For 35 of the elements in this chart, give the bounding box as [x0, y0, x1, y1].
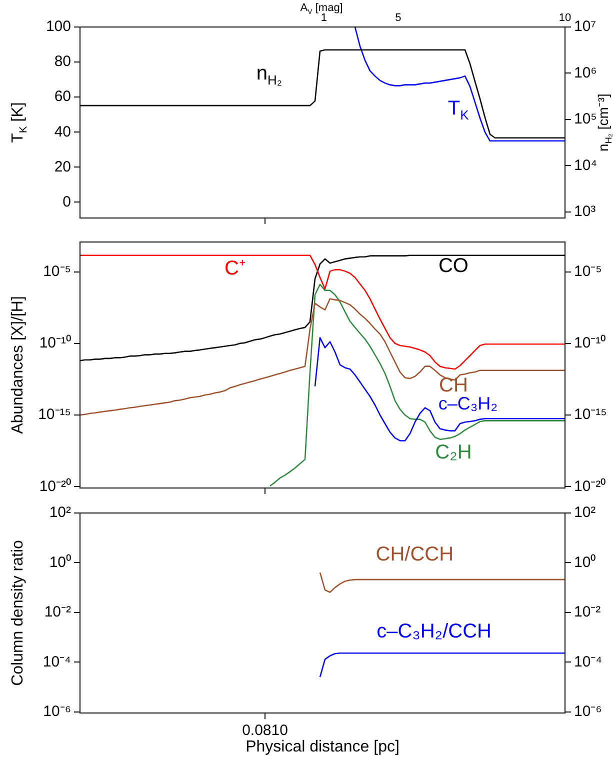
x-axis-title: Physical distance [pc] — [246, 738, 400, 756]
y-tick-label: 10² — [574, 504, 596, 522]
y2-tick-label: 10⁶ — [574, 64, 597, 82]
y-tick-label: 10⁻² — [574, 604, 601, 621]
series-label: C⁺ — [224, 258, 246, 280]
series-label: CO — [438, 255, 468, 278]
y2-axis-title: nH₂ [cm⁻³] — [594, 94, 614, 152]
y-tick-label: 10⁰ — [574, 554, 596, 571]
y2-tick-label: 10⁷ — [574, 18, 596, 36]
y2-tick-label: 10⁵ — [574, 110, 597, 128]
y-tick-label: 80 — [54, 53, 71, 70]
series-label: c–C₃H₂/CCH — [376, 620, 492, 643]
y-tick-label: 20 — [54, 158, 71, 176]
y-tick-label: 10⁻²⁰ — [39, 478, 71, 495]
y-tick-label: 10⁻¹⁵ — [38, 406, 71, 424]
y-tick-label: 100 — [46, 18, 71, 36]
y-tick-label: 40 — [54, 123, 71, 140]
y-tick-label: 10⁻¹⁰ — [39, 334, 71, 352]
y-tick-label: 10⁻⁵ — [43, 262, 71, 280]
y-axis-title: Column density ratio — [9, 540, 26, 686]
text: 10 — [558, 12, 572, 24]
y-tick-label: 10⁻⁶ — [574, 703, 602, 720]
series-label: CH/CCH — [376, 544, 454, 566]
y-tick-label: 0 — [62, 193, 71, 210]
x-tick-label: 0.0810 — [242, 722, 288, 740]
y-axis-title: TK [K] — [9, 102, 30, 143]
y2-tick-label: 10⁴ — [574, 156, 598, 174]
y-tick-label: 60 — [54, 88, 71, 106]
y-axis-title: Abundances [X]/[H] — [9, 296, 26, 434]
text: 5 — [395, 12, 402, 24]
y-tick-label: 10⁻⁴ — [574, 653, 602, 670]
text: 1 — [320, 12, 328, 24]
y2-tick-label: 10³ — [574, 203, 596, 220]
series-label: c–C₃H₂ — [438, 393, 498, 414]
series-label: C₂H — [435, 441, 472, 464]
